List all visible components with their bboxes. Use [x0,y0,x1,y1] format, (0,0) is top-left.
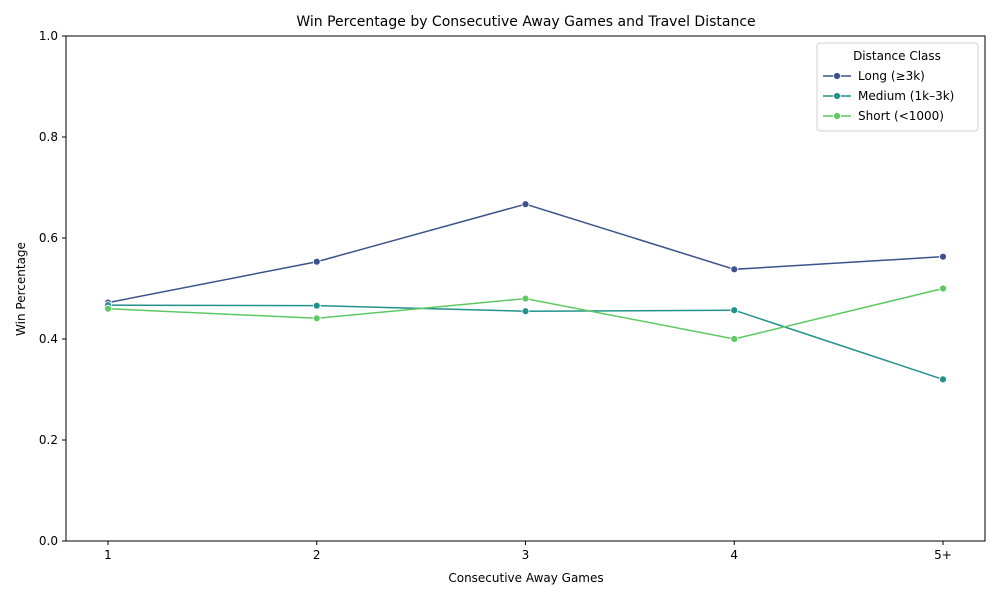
x-tick-label: 4 [730,548,738,562]
legend-label: Medium (1k–3k) [858,89,954,103]
y-tick-label: 0.4 [39,332,58,346]
x-tick-label: 5+ [934,548,952,562]
plot-area [104,200,947,384]
x-tick-label: 1 [104,548,112,562]
data-point [939,375,947,384]
data-point [730,306,739,315]
data-point [730,335,739,343]
data-point [939,284,947,293]
legend-marker [833,112,841,120]
legend: Distance Class Long (≥3k) Medium (1k–3k) S… [816,42,979,132]
series-line [107,203,944,304]
data-point [521,307,530,316]
y-tick-label: 1.0 [39,29,58,43]
data-point [521,200,530,209]
data-point [104,304,112,313]
x-tick-label: 3 [522,548,530,562]
x-tick-label: 2 [313,548,321,562]
data-point [312,301,321,310]
y-tick-label: 0.8 [39,130,58,144]
data-point [521,294,530,303]
x-axis-label: Consecutive Away Games [448,571,603,585]
data-point [939,252,947,261]
series-line [107,304,944,381]
data-point [312,257,321,266]
series-2 [104,284,947,343]
axes: 1 2 3 4 5+ 0.0 0.2 0.4 0.6 0.8 1.0 [39,29,952,562]
legend-marker [833,92,841,100]
y-tick-label: 0.2 [39,433,58,447]
legend-box [816,42,979,132]
y-axis-label: Win Percentage [14,242,28,336]
chart-title: Win Percentage by Consecutive Away Games… [296,14,755,30]
legend-label: Long (≥3k) [858,69,925,83]
data-point [730,265,739,274]
y-tick-label: 0.0 [39,534,58,548]
data-point [312,314,321,323]
y-tick-label: 0.6 [39,231,58,245]
series-0 [104,200,947,307]
legend-title: Distance Class [853,49,941,63]
legend-label: Short (<1000) [858,109,944,123]
legend-marker [833,72,841,80]
